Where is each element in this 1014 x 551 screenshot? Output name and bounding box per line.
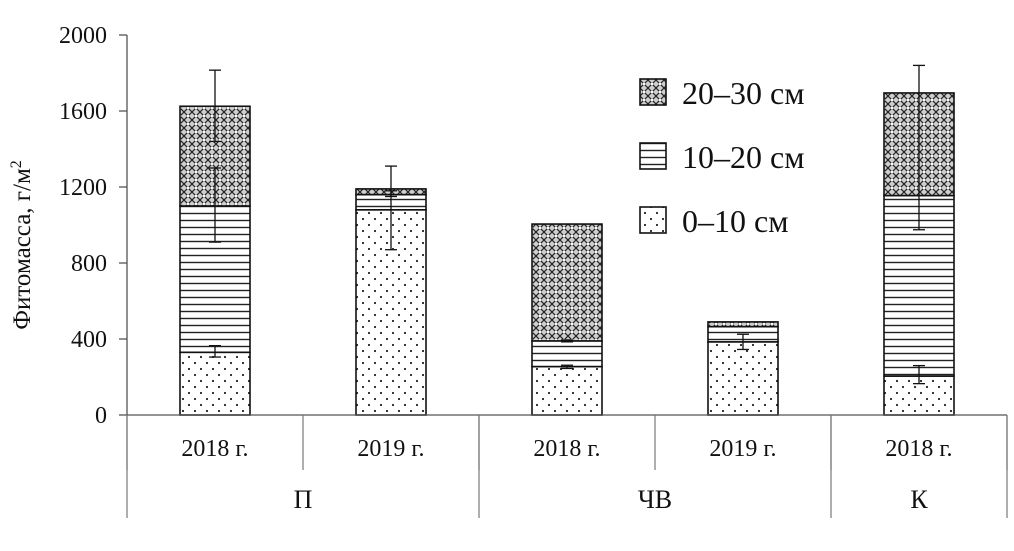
bar-segment: [531, 223, 603, 342]
x-group-label: ЧВ: [638, 485, 672, 514]
bar-segment: [707, 321, 779, 328]
x-group-label: К: [910, 485, 928, 514]
y-tick-label: 0: [95, 403, 107, 429]
bar-segment: [707, 341, 779, 416]
legend: 20–30 см 10–20 см 0–10 см: [639, 75, 804, 239]
y-tick-label: 1600: [59, 99, 107, 125]
y-axis: 0 400 800 1200 1600 2000: [59, 23, 128, 429]
y-tick-label: 2000: [59, 23, 107, 49]
x-category-label: 2019 г.: [357, 436, 424, 462]
x-category-label: 2018 г.: [533, 436, 600, 462]
x-category-label: 2018 г.: [885, 436, 952, 462]
x-category-label: 2018 г.: [181, 436, 248, 462]
y-axis-label-superscript: 2: [8, 160, 25, 168]
bar-segment: [179, 351, 251, 416]
y-tick-label: 1200: [59, 175, 107, 201]
legend-label: 10–20 см: [682, 139, 804, 175]
y-tick-label: 800: [71, 251, 107, 277]
y-axis-label-main: Фитомасса, г/м: [9, 168, 36, 330]
x-axis: 2018 г. 2019 г. 2018 г. 2019 г. 2018 г. П ЧВ К: [126, 414, 1008, 518]
bar-segment: [531, 340, 603, 368]
legend-swatch: [639, 206, 667, 234]
legend-swatch: [639, 78, 667, 106]
y-tick-label: 400: [71, 327, 107, 353]
x-group-label: П: [294, 485, 313, 514]
y-axis-label: Фитомасса, г/м2: [8, 160, 36, 330]
legend-swatch: [639, 142, 667, 170]
legend-label: 20–30 см: [682, 75, 804, 111]
bar-segment: [531, 365, 603, 416]
error-bars: [209, 64, 925, 385]
x-category-label: 2019 г.: [709, 436, 776, 462]
legend-label: 0–10 см: [682, 203, 788, 239]
